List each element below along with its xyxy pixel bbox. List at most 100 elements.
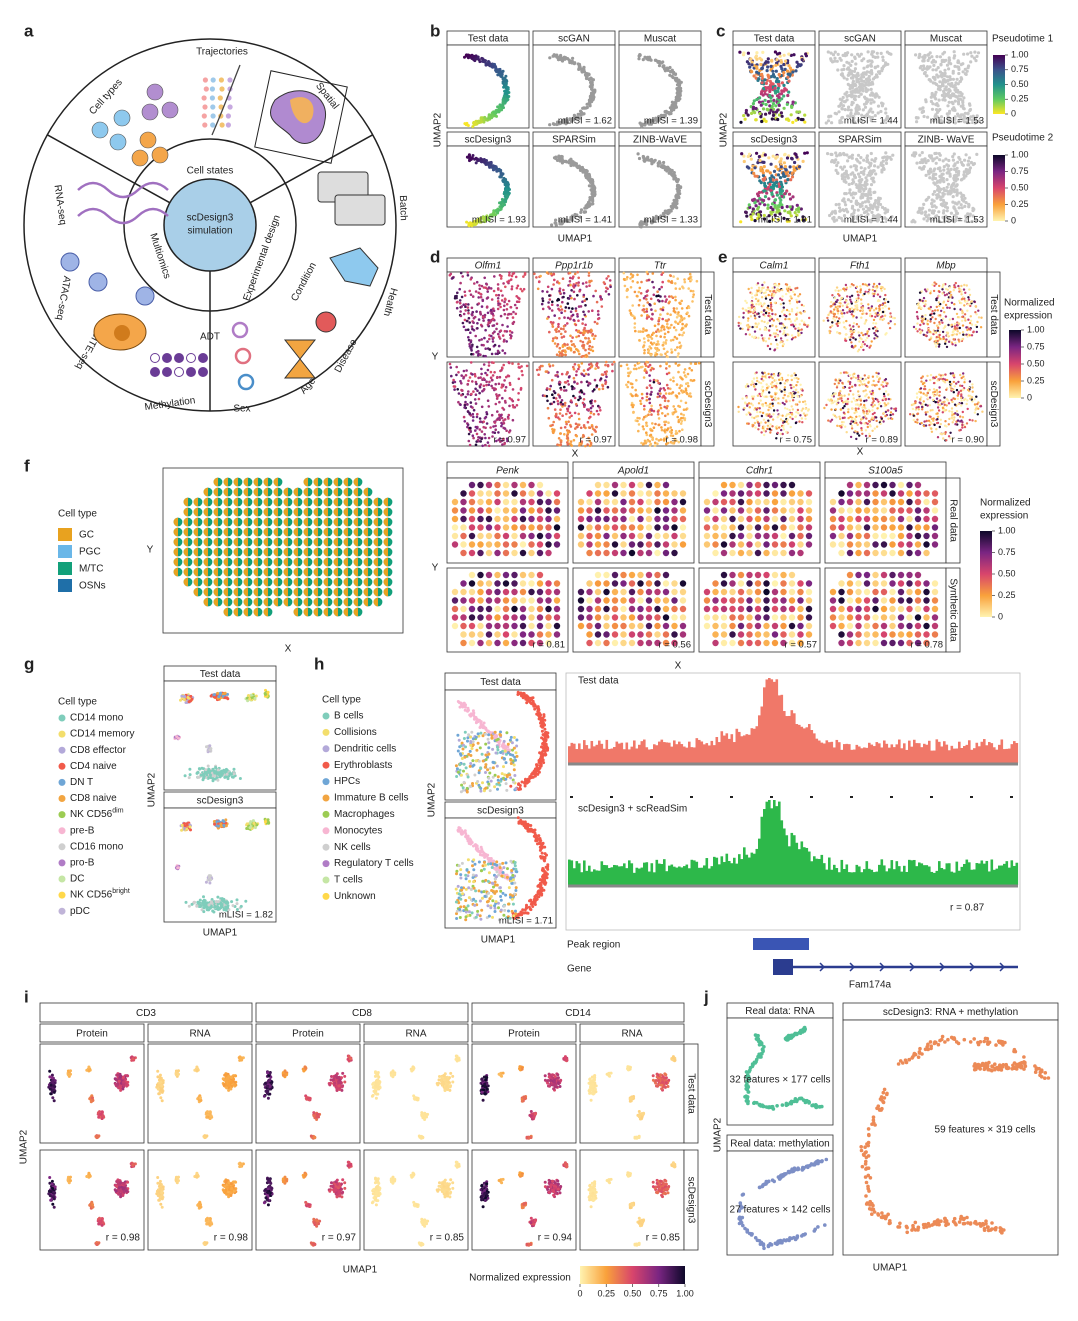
point xyxy=(678,392,681,395)
point xyxy=(963,205,966,208)
point xyxy=(593,337,596,340)
point xyxy=(490,309,493,312)
point xyxy=(472,311,475,314)
point xyxy=(665,392,668,395)
point xyxy=(663,348,666,351)
point xyxy=(844,108,847,111)
point xyxy=(469,444,472,447)
point xyxy=(578,353,581,356)
point xyxy=(645,361,648,364)
point xyxy=(463,416,466,419)
point xyxy=(915,162,918,165)
point xyxy=(576,313,579,316)
point xyxy=(481,299,484,302)
point xyxy=(761,67,764,70)
point xyxy=(569,280,572,283)
point xyxy=(921,151,924,154)
point xyxy=(838,153,841,156)
point xyxy=(788,318,790,320)
point xyxy=(468,321,471,324)
point xyxy=(533,273,536,276)
point xyxy=(758,155,761,158)
point xyxy=(481,344,484,347)
point xyxy=(479,313,482,316)
point xyxy=(848,191,851,194)
point xyxy=(551,424,554,427)
point xyxy=(554,342,557,345)
point xyxy=(866,100,869,103)
point xyxy=(468,158,471,161)
point xyxy=(664,295,667,298)
point xyxy=(646,301,649,304)
point xyxy=(471,328,474,331)
point xyxy=(878,72,881,75)
point xyxy=(475,157,478,160)
point xyxy=(506,325,509,328)
point xyxy=(873,164,876,167)
point xyxy=(873,169,876,172)
point xyxy=(564,160,567,163)
point xyxy=(870,211,873,214)
point xyxy=(847,198,850,201)
point xyxy=(758,57,761,60)
point xyxy=(827,50,830,53)
point xyxy=(926,116,929,119)
point xyxy=(470,361,473,364)
point xyxy=(646,294,649,297)
metric: mLISI = 1.33 xyxy=(644,215,698,226)
point xyxy=(657,294,660,297)
row-label: Test data xyxy=(702,294,713,335)
point xyxy=(643,405,646,408)
point xyxy=(932,193,935,196)
point xyxy=(773,199,776,202)
point xyxy=(767,197,770,200)
point xyxy=(542,300,545,303)
point xyxy=(932,59,935,62)
point xyxy=(483,277,486,280)
point xyxy=(869,98,872,101)
point xyxy=(624,285,627,288)
point xyxy=(569,272,572,275)
point xyxy=(479,420,482,423)
point xyxy=(554,157,557,160)
point xyxy=(483,385,486,388)
point xyxy=(915,120,918,123)
point xyxy=(564,310,567,313)
point xyxy=(945,189,948,192)
metric: mLISI = 1.53 xyxy=(930,215,984,226)
point xyxy=(488,286,491,289)
point xyxy=(542,308,545,311)
point xyxy=(488,405,491,408)
point xyxy=(649,428,652,431)
point xyxy=(783,161,786,164)
point xyxy=(627,367,630,370)
point xyxy=(552,364,555,367)
point xyxy=(764,92,767,95)
point xyxy=(575,403,578,406)
point xyxy=(486,283,489,286)
point xyxy=(829,57,832,60)
point xyxy=(553,390,556,393)
point xyxy=(456,301,459,304)
label: Y xyxy=(432,352,439,363)
point xyxy=(800,118,803,121)
point xyxy=(833,57,836,60)
point xyxy=(666,69,669,72)
point xyxy=(551,288,554,291)
point xyxy=(668,302,671,305)
point xyxy=(786,103,789,106)
point xyxy=(484,314,487,317)
point xyxy=(658,288,661,291)
point xyxy=(581,322,584,325)
point xyxy=(546,271,549,274)
point xyxy=(676,395,679,398)
point xyxy=(573,351,576,354)
point xyxy=(659,365,662,368)
point xyxy=(667,331,670,334)
point xyxy=(585,281,588,284)
point xyxy=(582,282,585,285)
point xyxy=(632,406,635,409)
point xyxy=(776,206,779,209)
point xyxy=(585,176,588,179)
point xyxy=(763,184,766,187)
